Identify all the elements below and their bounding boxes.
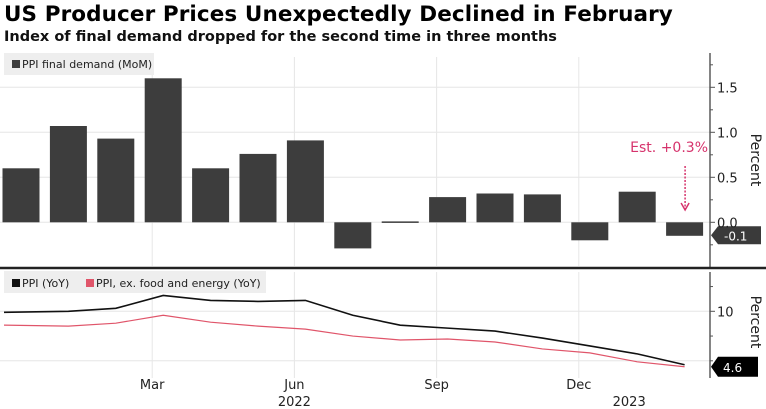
core-ppi-yoy-line bbox=[3, 314, 685, 368]
line-y-axis-title: Percent bbox=[747, 296, 763, 349]
bar-jul-2022 bbox=[334, 222, 372, 249]
line-y-tick-label: 10 bbox=[717, 305, 734, 320]
line-panel-grid bbox=[0, 272, 710, 378]
estimate-annotation: Est. +0.3% bbox=[630, 140, 708, 212]
estimate-annotation-text: Est. +0.3% bbox=[630, 140, 708, 156]
bar-aug-2022 bbox=[381, 221, 419, 223]
bar-legend-label: PPI final demand (MoM) bbox=[22, 58, 152, 71]
line-series bbox=[3, 294, 685, 368]
bar-feb-2023 bbox=[666, 222, 704, 236]
ppi-legend-label: PPI (YoY) bbox=[22, 277, 69, 290]
ppi-yoy-line bbox=[3, 294, 685, 366]
bar-y-tick-label: 0.5 bbox=[717, 171, 738, 186]
tick-labels: 0.0 0.5 1.0 1.5 10 Mar Jun Sep Dec 2022 2023 bbox=[140, 81, 738, 409]
chart-title: US Producer Prices Unexpectedly Declined… bbox=[4, 2, 673, 27]
bar-legend-swatch bbox=[12, 60, 20, 68]
bar-dec-2021 bbox=[2, 168, 40, 223]
x-year-label: 2022 bbox=[278, 395, 311, 409]
bar-legend: PPI final demand (MoM) bbox=[4, 53, 154, 75]
line-last-value-text: 4.6 bbox=[723, 361, 742, 375]
line-legend-bg bbox=[4, 271, 266, 293]
bar-jan-2023 bbox=[618, 191, 656, 223]
bar-last-value-callout: -0.1 bbox=[711, 226, 761, 245]
bar-jan-2022 bbox=[49, 126, 87, 223]
core-legend-label: PPI, ex. food and energy (YoY) bbox=[96, 277, 261, 290]
estimate-arrowhead-icon bbox=[680, 202, 690, 212]
x-tick-label: Mar bbox=[140, 378, 165, 393]
bar-dec-2022 bbox=[571, 222, 609, 241]
bar-may-2022 bbox=[239, 153, 277, 223]
core-legend-swatch bbox=[86, 279, 94, 287]
x-tick-label: Sep bbox=[424, 378, 449, 393]
chart-subtitle: Index of final demand dropped for the se… bbox=[4, 29, 557, 45]
bar-y-tick-label: 1.0 bbox=[717, 126, 738, 141]
bar-jun-2022 bbox=[286, 140, 324, 223]
bar-y-axis-title: Percent bbox=[747, 134, 763, 187]
bar-legend-bg bbox=[4, 53, 154, 75]
bar-last-value-text: -0.1 bbox=[724, 229, 747, 243]
bar-oct-2022 bbox=[476, 193, 514, 223]
bar-y-tick-label: 0.0 bbox=[717, 216, 738, 231]
axes bbox=[0, 53, 766, 378]
x-tick-label: Jun bbox=[283, 378, 304, 393]
ppi-legend-swatch bbox=[12, 279, 20, 287]
bar-mar-2022 bbox=[144, 78, 182, 223]
bar-nov-2022 bbox=[523, 194, 561, 223]
line-last-value-callout: 4.6 bbox=[711, 356, 758, 377]
bar-sep-2022 bbox=[429, 197, 467, 223]
bar-feb-2022 bbox=[97, 138, 135, 223]
bar-last-value-shape bbox=[711, 226, 761, 245]
line-legend: PPI (YoY) PPI, ex. food and energy (YoY) bbox=[4, 271, 266, 293]
bar-apr-2022 bbox=[192, 168, 230, 223]
bar-series bbox=[2, 78, 704, 249]
bar-y-tick-label: 1.5 bbox=[717, 81, 738, 96]
x-tick-label: Dec bbox=[566, 378, 591, 393]
x-year-label: 2023 bbox=[613, 395, 646, 409]
line-last-value-shape bbox=[711, 356, 758, 377]
